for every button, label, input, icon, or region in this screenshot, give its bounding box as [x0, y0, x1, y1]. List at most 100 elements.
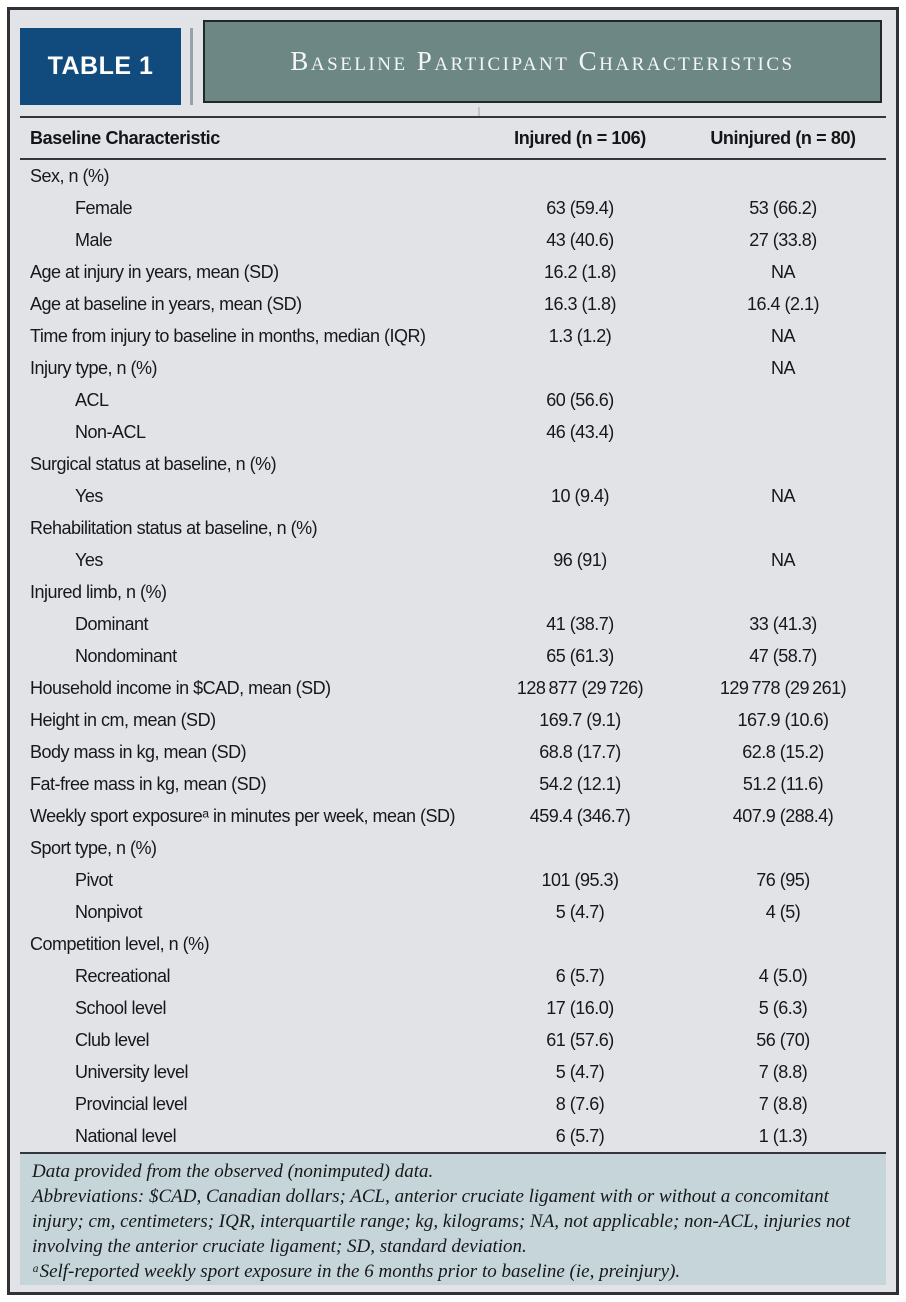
cell-uninjured-value: 167.9 (10.6) — [737, 709, 829, 730]
header-divider — [190, 28, 193, 105]
table-row: Male 43 (40.6) 27 (33.8) — [20, 224, 886, 256]
cell-injured-value: 10 (9.4) — [550, 485, 610, 506]
footnote-data-source: Data provided from the observed (nonimpu… — [32, 1161, 434, 1182]
table-row: Time from injury to baseline in months, … — [20, 320, 886, 352]
row-label: Body mass in kg, mean (SD) — [30, 741, 247, 762]
table-row: Rehabilitation status at baseline, n (%) — [20, 512, 886, 544]
table-row: Fat-free mass in kg, mean (SD) 54.2 (12.1… — [20, 768, 886, 800]
table-number-badge: TABLE 1 — [20, 28, 181, 105]
row-label: Club level — [75, 1029, 150, 1050]
cell-injured-value: 43 (40.6) — [546, 229, 614, 250]
cell-injured-value: 8 (7.6) — [555, 1093, 605, 1114]
row-label: Recreational — [75, 965, 171, 986]
cell-uninjured-value: 62.8 (15.2) — [742, 741, 824, 762]
column-header-injured: Injured (n = 106) — [514, 127, 646, 148]
table-row: Age at baseline in years, mean (SD) 16.3 … — [20, 288, 886, 320]
table-bottom-rule — [20, 1152, 886, 1154]
table-title: Baseline Participant Characteristics — [203, 20, 882, 103]
table-row: Pivot 101 (95.3) 76 (95) — [20, 864, 886, 896]
footnote-a: ᵃSelf-reported weekly sport exposure in … — [32, 1261, 681, 1282]
cell-uninjured-value: 51.2 (11.6) — [742, 773, 824, 794]
row-label: Dominant — [75, 613, 149, 634]
row-label: Pivot — [75, 869, 113, 890]
table-body: Sex, n (%) Female 63 (59.4) 53 (66.2) Male 43… — [20, 160, 886, 1152]
cell-uninjured-value: 407.9 (288.4) — [732, 805, 834, 826]
row-label: Injury type, n (%) — [30, 357, 158, 378]
table-row: Household income in $CAD, mean (SD) 128 8… — [20, 672, 886, 704]
table-row: Weekly sport exposureᵃ in minutes per we… — [20, 800, 886, 832]
row-label: National level — [75, 1125, 177, 1146]
cell-injured-value: 101 (95.3) — [541, 869, 619, 890]
cell-uninjured-value: 76 (95) — [756, 869, 810, 890]
table-row: Nonpivot 5 (4.7) 4 (5) — [20, 896, 886, 928]
table-top-rule — [20, 116, 886, 118]
cell-uninjured-value: NA — [770, 357, 796, 378]
column-header-characteristic: Baseline Characteristic — [30, 127, 220, 148]
table-row: Club level 61 (57.6) 56 (70) — [20, 1024, 886, 1056]
row-label: School level — [75, 997, 167, 1018]
row-label: Nondominant — [75, 645, 177, 666]
cell-injured-value: 60 (56.6) — [546, 389, 614, 410]
table-row: Non-ACL 46 (43.4) — [20, 416, 886, 448]
cell-injured-value: 46 (43.4) — [546, 421, 614, 442]
figure-frame: TABLE 1 Baseline Participant Characteris… — [7, 7, 899, 1295]
cell-injured-value: 68.8 (17.7) — [539, 741, 621, 762]
cell-injured-value: 65 (61.3) — [546, 645, 614, 666]
cell-uninjured-value: 16.4 (2.1) — [746, 293, 820, 314]
cell-uninjured-value: 129 778 (29 261) — [719, 677, 847, 698]
cell-injured-value: 5 (4.7) — [555, 1061, 605, 1082]
footnote-abbreviations: Abbreviations: $CAD, Canadian dollars; A… — [32, 1186, 851, 1257]
table-row: Provincial level 8 (7.6) 7 (8.8) — [20, 1088, 886, 1120]
row-label: Time from injury to baseline in months, … — [30, 325, 426, 346]
table-row: ACL 60 (56.6) — [20, 384, 886, 416]
table-row: Body mass in kg, mean (SD) 68.8 (17.7) 62.… — [20, 736, 886, 768]
cell-injured-value: 6 (5.7) — [555, 965, 605, 986]
cell-injured-value: 5 (4.7) — [555, 901, 605, 922]
cell-uninjured-value: 56 (70) — [756, 1029, 810, 1050]
table-row: Yes 96 (91) NA — [20, 544, 886, 576]
row-label: Non-ACL — [75, 421, 146, 442]
table-row: Sport type, n (%) — [20, 832, 886, 864]
cell-uninjured-value: 4 (5) — [765, 901, 801, 922]
cell-uninjured-value: 53 (66.2) — [749, 197, 817, 218]
table-row: Surgical status at baseline, n (%) — [20, 448, 886, 480]
row-label: Male — [75, 229, 113, 250]
table-row: Female 63 (59.4) 53 (66.2) — [20, 192, 886, 224]
table-row: Age at injury in years, mean (SD) 16.2 (1… — [20, 256, 886, 288]
column-boundary-tick — [478, 107, 480, 116]
cell-injured-value: 459.4 (346.7) — [529, 805, 631, 826]
cell-injured-value: 16.3 (1.8) — [543, 293, 617, 314]
table-row: University level 5 (4.7) 7 (8.8) — [20, 1056, 886, 1088]
row-label: Sex, n (%) — [30, 165, 110, 186]
table-row: Height in cm, mean (SD) 169.7 (9.1) 167.9 … — [20, 704, 886, 736]
table-row: Sex, n (%) — [20, 160, 886, 192]
cell-injured-value: 63 (59.4) — [546, 197, 614, 218]
row-label: Surgical status at baseline, n (%) — [30, 453, 277, 474]
cell-uninjured-value: 7 (8.8) — [758, 1093, 808, 1114]
row-label: Age at baseline in years, mean (SD) — [30, 293, 302, 314]
cell-uninjured-value: 1 (1.3) — [758, 1125, 808, 1146]
row-label: Household income in $CAD, mean (SD) — [30, 677, 331, 698]
table-row: Yes 10 (9.4) NA — [20, 480, 886, 512]
table-row: School level 17 (16.0) 5 (6.3) — [20, 992, 886, 1024]
row-label: Fat-free mass in kg, mean (SD) — [30, 773, 267, 794]
table-row: Competition level, n (%) — [20, 928, 886, 960]
table-row: Injured limb, n (%) — [20, 576, 886, 608]
row-label: Female — [75, 197, 133, 218]
cell-uninjured-value: NA — [770, 549, 796, 570]
row-label: Height in cm, mean (SD) — [30, 709, 216, 730]
cell-injured-value: 169.7 (9.1) — [539, 709, 621, 730]
row-label: Yes — [75, 485, 103, 506]
table-row: Dominant 41 (38.7) 33 (41.3) — [20, 608, 886, 640]
cell-uninjured-value: 27 (33.8) — [749, 229, 817, 250]
row-label: Competition level, n (%) — [30, 933, 210, 954]
row-label: Yes — [75, 549, 103, 570]
table-header-row: Baseline Characteristic Injured (n = 106… — [20, 118, 886, 158]
cell-uninjured-value: 33 (41.3) — [749, 613, 817, 634]
cell-uninjured-value: NA — [770, 261, 796, 282]
cell-injured-value: 128 877 (29 726) — [516, 677, 644, 698]
cell-uninjured-value: 7 (8.8) — [758, 1061, 808, 1082]
cell-uninjured-value: 4 (5.0) — [758, 965, 808, 986]
row-label: ACL — [75, 389, 109, 410]
